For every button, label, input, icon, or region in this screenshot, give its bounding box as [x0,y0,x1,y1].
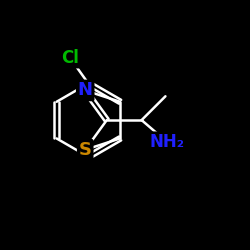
Text: N: N [78,82,93,100]
Text: NH₂: NH₂ [150,133,185,151]
Text: S: S [79,141,92,159]
Text: Cl: Cl [61,49,79,67]
